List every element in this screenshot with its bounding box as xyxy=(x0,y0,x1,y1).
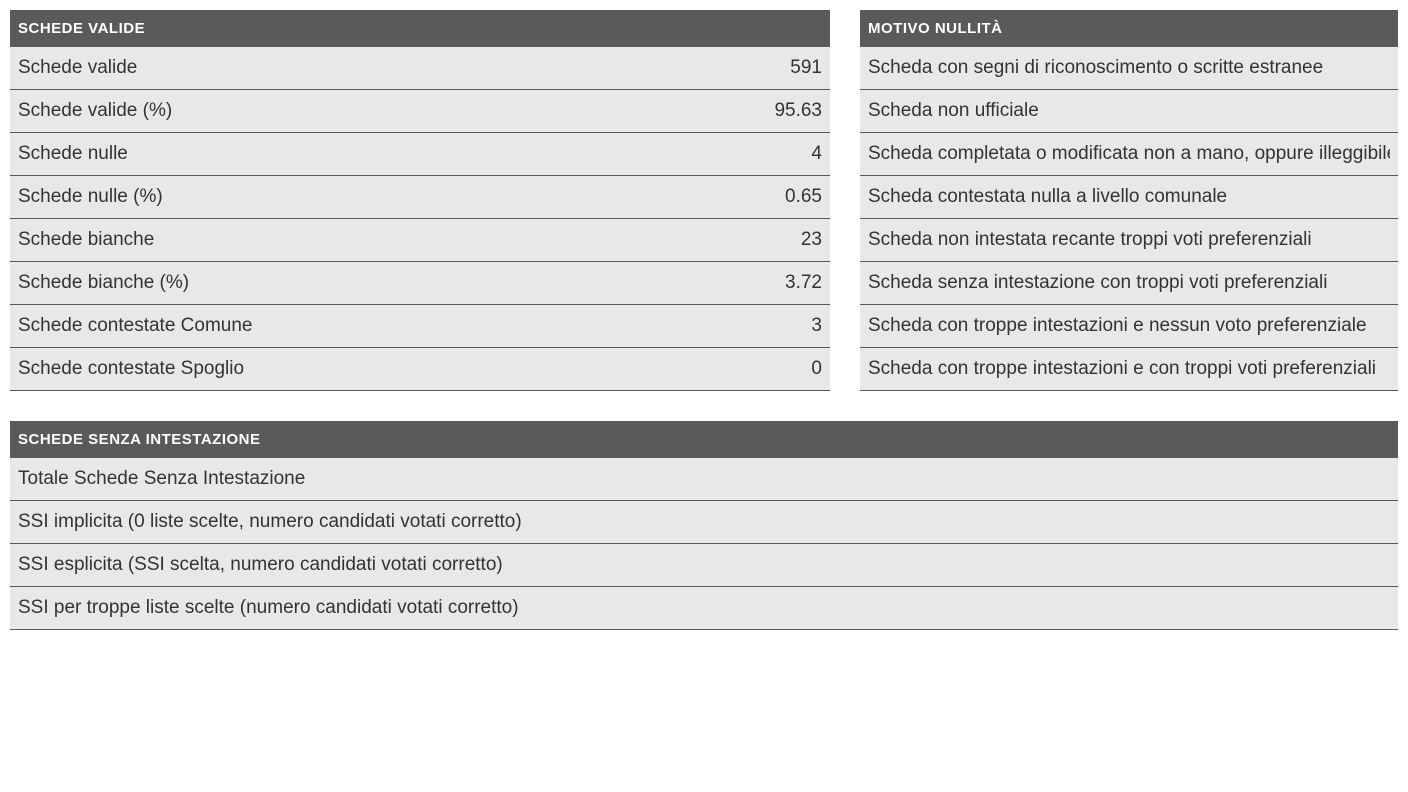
row-value: 3 xyxy=(742,315,822,337)
schede-senza-intestazione-table: SCHEDE SENZA INTESTAZIONE Totale Schede … xyxy=(10,421,1398,630)
row-label: SSI per troppe liste scelte (numero cand… xyxy=(18,597,1390,619)
row-value: 0 xyxy=(742,358,822,380)
row-label: Totale Schede Senza Intestazione xyxy=(18,468,1390,490)
table-row: Scheda senza intestazione con troppi vot… xyxy=(860,262,1398,305)
row-value: 3.72 xyxy=(742,272,822,294)
row-label: Scheda con troppe intestazioni e con tro… xyxy=(868,358,1390,380)
row-label: Scheda con troppe intestazioni e nessun … xyxy=(868,315,1390,337)
row-label: Scheda con segni di riconoscimento o scr… xyxy=(868,57,1390,79)
table-row: SSI esplicita (SSI scelta, numero candid… xyxy=(10,544,1398,587)
table-row: Scheda contestata nulla a livello comuna… xyxy=(860,176,1398,219)
table-row: Schede valide 591 xyxy=(10,47,830,90)
row-label: Scheda completata o modificata non a man… xyxy=(868,143,1390,165)
top-tables-row: SCHEDE VALIDE Schede valide 591 Schede v… xyxy=(10,10,1398,391)
row-value: 0.65 xyxy=(742,186,822,208)
row-label: Schede bianche xyxy=(18,229,742,251)
table-row: Totale Schede Senza Intestazione xyxy=(10,458,1398,501)
table-row: Schede bianche 23 xyxy=(10,219,830,262)
table-row: Scheda non ufficiale xyxy=(860,90,1398,133)
row-value: 95.63 xyxy=(742,100,822,122)
table-row: Scheda con troppe intestazioni e nessun … xyxy=(860,305,1398,348)
row-label: Schede bianche (%) xyxy=(18,272,742,294)
table-row: Schede contestate Spoglio 0 xyxy=(10,348,830,391)
row-label: Scheda senza intestazione con troppi vot… xyxy=(868,272,1390,294)
table-row: Schede bianche (%) 3.72 xyxy=(10,262,830,305)
row-label: Schede valide (%) xyxy=(18,100,742,122)
motivo-nullita-table: MOTIVO NULLITÀ Scheda con segni di ricon… xyxy=(860,10,1398,391)
row-label: Schede contestate Comune xyxy=(18,315,742,337)
table-row: Scheda completata o modificata non a man… xyxy=(860,133,1398,176)
row-label: Schede nulle xyxy=(18,143,742,165)
table-row: Schede nulle (%) 0.65 xyxy=(10,176,830,219)
table-row: Scheda con troppe intestazioni e con tro… xyxy=(860,348,1398,391)
schede-valide-header: SCHEDE VALIDE xyxy=(10,10,830,47)
row-label: Schede valide xyxy=(18,57,742,79)
table-row: SSI implicita (0 liste scelte, numero ca… xyxy=(10,501,1398,544)
row-label: SSI implicita (0 liste scelte, numero ca… xyxy=(18,511,1390,533)
table-row: Schede contestate Comune 3 xyxy=(10,305,830,348)
table-row: Scheda non intestata recante troppi voti… xyxy=(860,219,1398,262)
row-value: 4 xyxy=(742,143,822,165)
row-label: Scheda contestata nulla a livello comuna… xyxy=(868,186,1390,208)
table-row: Schede valide (%) 95.63 xyxy=(10,90,830,133)
row-label: Schede nulle (%) xyxy=(18,186,742,208)
row-label: Scheda non ufficiale xyxy=(868,100,1390,122)
table-row: Scheda con segni di riconoscimento o scr… xyxy=(860,47,1398,90)
row-value: 23 xyxy=(742,229,822,251)
schede-valide-table: SCHEDE VALIDE Schede valide 591 Schede v… xyxy=(10,10,830,391)
table-row: Schede nulle 4 xyxy=(10,133,830,176)
row-value: 591 xyxy=(742,57,822,79)
table-row: SSI per troppe liste scelte (numero cand… xyxy=(10,587,1398,630)
row-label: Scheda non intestata recante troppi voti… xyxy=(868,229,1390,251)
motivo-nullita-header: MOTIVO NULLITÀ xyxy=(860,10,1398,47)
row-label: SSI esplicita (SSI scelta, numero candid… xyxy=(18,554,1390,576)
row-label: Schede contestate Spoglio xyxy=(18,358,742,380)
ssi-header: SCHEDE SENZA INTESTAZIONE xyxy=(10,421,1398,458)
